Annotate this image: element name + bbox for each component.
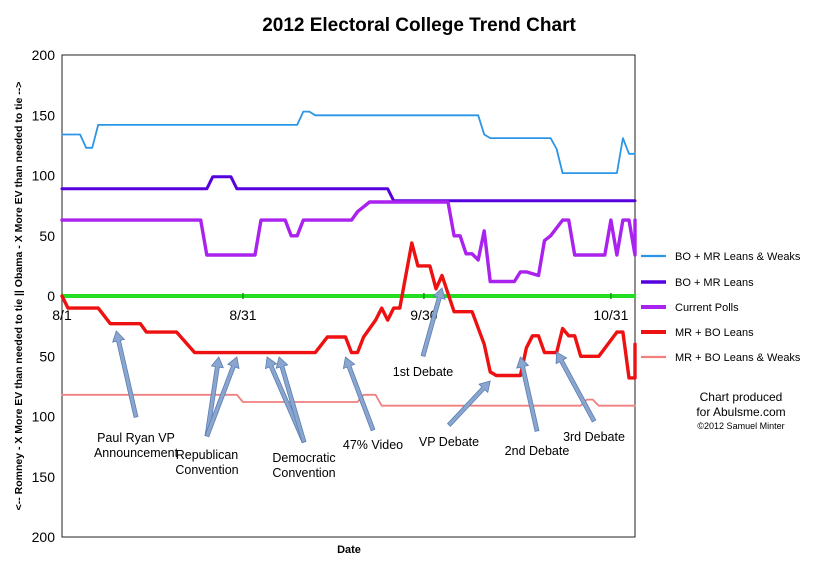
y-tick-label: 50 [39, 228, 55, 244]
x-tick-label: 10/31 [593, 307, 628, 323]
arrow-shape [112, 330, 139, 418]
y-axis-ticks: 200 150 100 50 0 50 100 150 200 [32, 47, 56, 545]
arrow-shape [204, 356, 240, 438]
event-annotations: Paul Ryan VPAnnouncementRepublicanConven… [94, 287, 625, 480]
y-tick-label: 0 [47, 288, 55, 304]
annotation-arrow [420, 287, 446, 358]
legend-label: Current Polls [675, 302, 739, 314]
x-tick-label: 8/1 [52, 307, 72, 323]
x-axis-label: Date [337, 544, 361, 556]
credit-line-2: for Abulsme.com [696, 405, 785, 419]
annotation-arrow [204, 356, 240, 438]
annotation-label: 47% Video [343, 438, 403, 452]
annotation-arrow [516, 356, 540, 432]
annotation-label: Republican [176, 448, 239, 462]
credit-line-1: Chart produced [700, 390, 783, 404]
series-line-bo-mr-leans [60, 175, 637, 203]
annotation-label: Convention [175, 463, 238, 477]
annotation-label: Announcement [94, 446, 179, 460]
arrow-shape [342, 356, 376, 432]
x-tick-label: 8/31 [229, 307, 256, 323]
legend-label: MR + BO Leans [675, 327, 754, 339]
annotation-label: VP Debate [419, 435, 479, 449]
annotation-label: Convention [272, 466, 335, 480]
series-line-mr-bo-leans-weaks [61, 393, 636, 407]
y-tick-label: 50 [39, 348, 55, 364]
annotation-arrow [555, 351, 597, 423]
arrow-shape [420, 287, 446, 358]
arrow-shape [516, 356, 540, 432]
legend: BO + MR Leans & Weaks BO + MR Leans Curren… [641, 251, 801, 364]
annotation-arrow [342, 356, 376, 432]
annotation-arrow [112, 330, 139, 418]
legend-label: MR + BO Leans & Weaks [675, 352, 801, 364]
legend-label: BO + MR Leans [675, 277, 754, 289]
series-line-current-polls [60, 200, 637, 284]
annotation-label: 2nd Debate [505, 444, 570, 458]
y-tick-label: 200 [32, 529, 56, 545]
series-line-mr-bo-leans [60, 241, 637, 380]
annotation-label: 3rd Debate [563, 430, 625, 444]
credit-block: Chart produced for Abulsme.com ©2012 Sam… [696, 390, 785, 431]
annotation-label: Democratic [272, 451, 335, 465]
annotation-label: Paul Ryan VP [97, 431, 175, 445]
arrow-shape [446, 380, 491, 427]
annotation-arrow [275, 356, 307, 444]
series-lines [60, 110, 637, 407]
y-tick-label: 100 [32, 168, 56, 184]
y-tick-label: 100 [32, 409, 56, 425]
annotation-arrow [446, 380, 491, 427]
credit-line-3: ©2012 Samuel Minter [697, 421, 784, 431]
annotation-label: 1st Debate [393, 365, 454, 379]
arrow-shape [555, 351, 597, 423]
y-tick-label: 200 [32, 47, 56, 63]
arrow-shape [275, 356, 307, 444]
chart-title: 2012 Electoral College Trend Chart [262, 15, 576, 36]
legend-label: BO + MR Leans & Weaks [675, 251, 801, 263]
y-axis-label: <-- Romney - X More EV than needed to ti… [13, 82, 25, 511]
y-tick-label: 150 [32, 107, 56, 123]
y-tick-label: 150 [32, 469, 56, 485]
series-line-bo-mr-leans-weaks [61, 110, 636, 175]
